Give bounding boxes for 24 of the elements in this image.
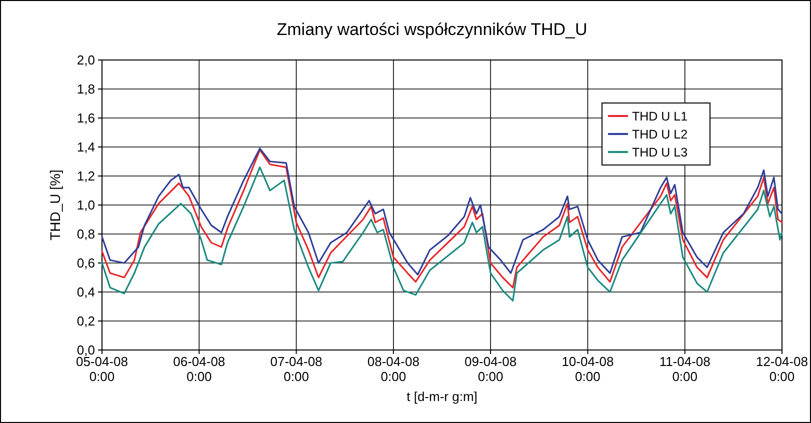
x-tick-label: 10-04-08 0:00 <box>562 354 614 384</box>
x-tick-label: 11-04-08 0:00 <box>659 354 710 384</box>
y-tick-label: 0,6 <box>76 256 95 270</box>
y-tick-label: 0,2 <box>76 314 95 328</box>
x-tick-label: 12-04-08 0:00 <box>756 354 808 384</box>
legend-label: THD U L3 <box>632 146 688 160</box>
y-tick-label: 1,0 <box>76 198 95 212</box>
y-tick-label: 1,4 <box>76 140 95 154</box>
chart-title: Zmiany wartości współczynników THD_U <box>276 20 588 39</box>
x-axis-title: t [d-m-r g:m] <box>406 389 478 404</box>
y-tick-label: 1,8 <box>76 82 95 96</box>
y-tick-label: 0,8 <box>76 226 95 242</box>
x-tick-label: 08-04-08 0:00 <box>367 354 420 384</box>
y-tick-label: 1,2 <box>76 168 95 184</box>
legend-label: THD U L2 <box>632 128 688 142</box>
y-tick-label: 2,0 <box>76 52 95 68</box>
y-tick-label: 1,6 <box>76 110 95 126</box>
x-tick-label: 07-04-08 0:00 <box>270 354 322 384</box>
x-tick-label: 06-04-08 0:00 <box>173 354 226 384</box>
x-tick-label: 09-04-08 0:00 <box>464 354 517 384</box>
y-axis-title: THD_U [%] <box>47 170 63 240</box>
legend-label: THD U L1 <box>632 110 688 124</box>
y-tick-label: 0,0 <box>76 342 95 358</box>
y-tick-label: 0,4 <box>76 284 95 300</box>
